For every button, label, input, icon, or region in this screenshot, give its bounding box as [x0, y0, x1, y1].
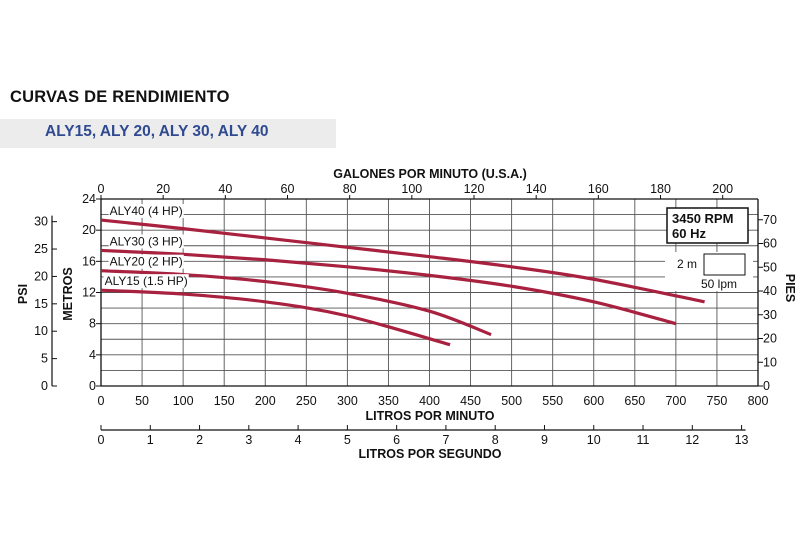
y-psi-tick-label: 15 — [34, 297, 48, 311]
y-psi-axis-title: PSI — [16, 284, 30, 304]
x-tick-label: 100 — [173, 394, 194, 408]
x-bottom2-tick-label: 1 — [147, 433, 154, 447]
x-bottom2-tick-label: 5 — [344, 433, 351, 447]
x-bottom2-tick-label: 7 — [442, 433, 449, 447]
x-tick-label: 0 — [98, 394, 105, 408]
y-psi-tick-label: 5 — [41, 352, 48, 366]
x-tick-label: 350 — [378, 394, 399, 408]
y-psi-tick-label: 30 — [34, 215, 48, 229]
x-tick-label: 250 — [296, 394, 317, 408]
speed-label: 3450 RPM — [672, 211, 733, 226]
x-bottom2-tick-label: 6 — [393, 433, 400, 447]
curves — [100, 218, 705, 347]
x-tick-label: 450 — [460, 394, 481, 408]
y-feet-tick-label: 40 — [763, 284, 777, 298]
x-tick-label: 400 — [419, 394, 440, 408]
y-feet-tick-label: 60 — [763, 237, 777, 251]
series-label-bg — [108, 254, 184, 269]
x-tick-label: 750 — [707, 394, 728, 408]
x-top-tick-label: 160 — [588, 182, 609, 196]
frequency-label: 60 Hz — [672, 226, 706, 241]
x-bottom2-tick-label: 8 — [492, 433, 499, 447]
x-top-tick-label: 0 — [98, 182, 105, 196]
series-label: ALY30 (3 HP) — [110, 234, 183, 248]
x-tick-label: 500 — [501, 394, 522, 408]
series-label-bg — [108, 204, 184, 219]
x-tick-label: 50 — [135, 394, 149, 408]
x-tick-label: 300 — [337, 394, 358, 408]
y-axis-title: METROS — [61, 267, 75, 320]
x-bottom2-axis-title: LITROS POR SEGUNDO — [358, 447, 501, 461]
x-tick-label: 600 — [583, 394, 604, 408]
x-bottom2-tick-label: 3 — [245, 433, 252, 447]
x-bottom2-tick-label: 4 — [295, 433, 302, 447]
series-label-bg — [103, 274, 189, 289]
series-label-bg — [108, 234, 184, 249]
x-tick-label: 650 — [624, 394, 645, 408]
curve-labels: ALY40 (4 HP) ALY30 (3 HP) ALY20 (2 HP) ALY1… — [103, 204, 189, 289]
y-feet-tick-label: 30 — [763, 308, 777, 322]
y-tick-label: 24 — [82, 192, 96, 206]
x-top-tick-label: 20 — [156, 182, 170, 196]
x-tick-label: 200 — [255, 394, 276, 408]
models-subtitle: ALY15, ALY 20, ALY 30, ALY 40 — [45, 123, 269, 140]
y-tick-label: 16 — [82, 254, 96, 268]
y-feet-axis-title: PIES — [783, 274, 797, 303]
x-tick-label: 150 — [214, 394, 235, 408]
page-title: CURVAS DE RENDIMIENTO — [10, 88, 230, 106]
y-tick-label: 8 — [89, 317, 96, 331]
x-bottom2-tick-label: 13 — [735, 433, 749, 447]
series-label: ALY20 (2 HP) — [110, 255, 183, 269]
y-tick-label: 4 — [89, 348, 96, 362]
y-psi-tick-label: 25 — [34, 242, 48, 256]
scale-height-label: 2 m — [677, 257, 697, 271]
x-top-tick-label: 140 — [526, 182, 547, 196]
y-tick-label: 0 — [89, 379, 96, 393]
models-band — [0, 119, 336, 148]
x-tick-label: 550 — [542, 394, 563, 408]
y-psi-tick-label: 10 — [34, 324, 48, 338]
x-bottom2-tick-label: 9 — [541, 433, 548, 447]
x-tick-label: 700 — [665, 394, 686, 408]
x-top-tick-label: 120 — [464, 182, 485, 196]
x-bottom2-tick-label: 2 — [196, 433, 203, 447]
series-line — [100, 248, 677, 326]
x-bottom2-tick-label: 10 — [587, 433, 601, 447]
x-top-tick-label: 100 — [401, 182, 422, 196]
x-axis-title: LITROS POR MINUTO — [366, 409, 495, 423]
y-psi-tick-label: 20 — [34, 269, 48, 283]
x-top-tick-label: 80 — [343, 182, 357, 196]
y-tick-label: 20 — [82, 223, 96, 237]
x-tick-label: 800 — [748, 394, 769, 408]
x-top-axis-title: GALONES POR MINUTO (U.S.A.) — [333, 167, 527, 181]
y-feet-tick-label: 50 — [763, 260, 777, 274]
series-line — [100, 218, 705, 304]
axes: 0 50 100 150 200 250 300 350 400 450 500 550 600 650 7… — [34, 182, 777, 447]
x-bottom2-tick-label: 0 — [98, 433, 105, 447]
x-top-tick-label: 60 — [281, 182, 295, 196]
scale-width-label: 50 lpm — [701, 277, 737, 291]
scale-legend-box — [703, 253, 746, 276]
series-line — [100, 288, 451, 347]
y-feet-tick-label: 20 — [763, 332, 777, 346]
speed-box — [666, 207, 749, 244]
y-tick-label: 12 — [82, 286, 96, 300]
x-top-tick-label: 180 — [650, 182, 671, 196]
y-feet-tick-label: 0 — [763, 379, 770, 393]
x-top-tick-label: 40 — [218, 182, 232, 196]
series-label: ALY40 (4 HP) — [110, 204, 183, 218]
x-bottom2-tick-label: 12 — [685, 433, 699, 447]
series-line — [100, 269, 492, 337]
x-bottom2-tick-label: 11 — [637, 433, 650, 447]
y-psi-tick-label: 0 — [41, 379, 48, 393]
y-feet-tick-label: 70 — [763, 213, 777, 227]
series-label: ALY15 (1.5 HP) — [105, 274, 188, 288]
y-feet-tick-label: 10 — [763, 355, 777, 369]
x-top-tick-label: 200 — [712, 182, 733, 196]
